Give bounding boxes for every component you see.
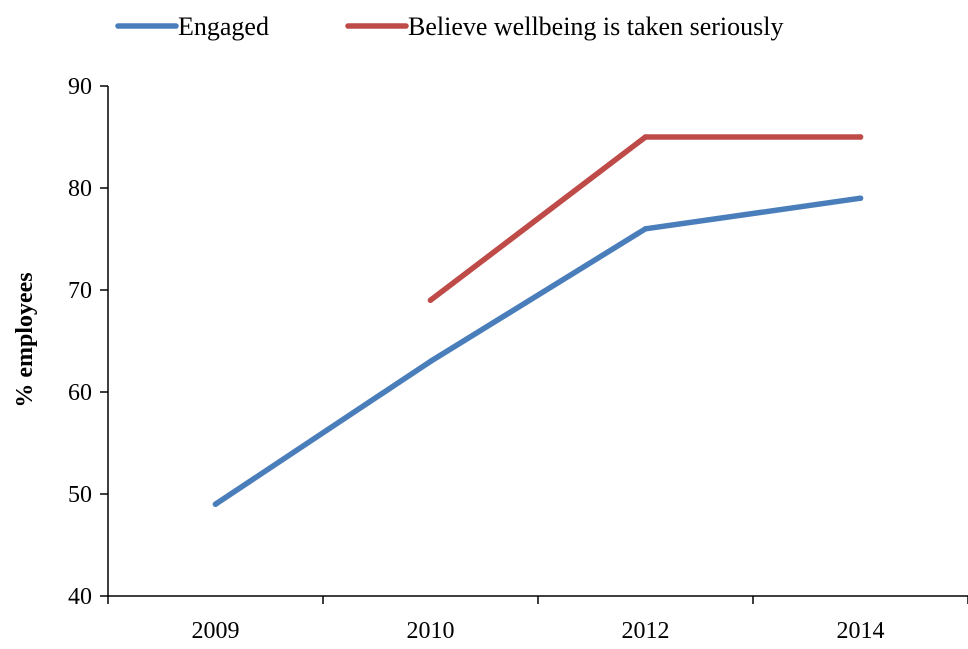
x-tick-label: 2014 [837,618,885,644]
axes: 40 50 60 70 80 90 2009 2010 2012 2014 [68,74,968,644]
y-tick-label: 80 [68,176,92,202]
y-tick-label: 90 [68,74,92,100]
series-line-1 [212,195,864,507]
y-tick-label: 50 [68,482,92,508]
legend-label: Believe wellbeing is taken seriously [408,12,783,41]
series-layer [212,134,864,507]
y-tick-label: 70 [68,278,92,304]
x-tick-label: 2009 [192,618,240,644]
legend: Engaged Believe wellbeing is taken seriou… [115,12,783,41]
data-point [642,226,649,232]
x-tick-label: 2010 [407,618,455,644]
data-point [642,134,649,140]
y-axis-title: % employees [12,272,38,407]
series-line-2 [427,134,864,303]
legend-label: Engaged [178,12,269,41]
y-tick-label: 40 [68,584,92,610]
data-point [427,297,434,303]
data-point [427,358,434,365]
data-point [857,134,864,140]
data-point [212,501,219,507]
x-tick-label: 2012 [622,618,670,644]
y-tick-label: 60 [68,380,92,406]
data-point [857,195,864,201]
